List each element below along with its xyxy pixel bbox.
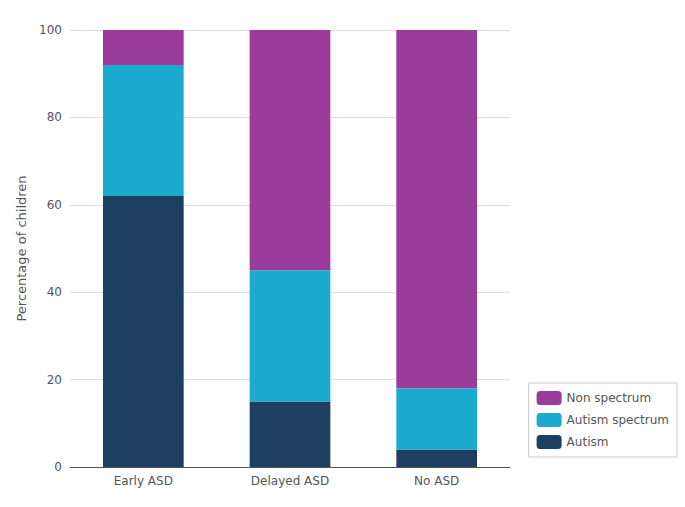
svg-text:60: 60 bbox=[47, 198, 62, 212]
svg-text:0: 0 bbox=[54, 460, 62, 474]
svg-text:Autism: Autism bbox=[567, 435, 609, 449]
svg-text:Percentage of children: Percentage of children bbox=[14, 175, 29, 321]
svg-text:Autism spectrum: Autism spectrum bbox=[567, 413, 669, 427]
svg-text:40: 40 bbox=[47, 285, 62, 299]
svg-text:20: 20 bbox=[47, 373, 62, 387]
svg-text:Early ASD: Early ASD bbox=[114, 474, 173, 488]
svg-text:Delayed ASD: Delayed ASD bbox=[251, 474, 329, 488]
svg-text:Non spectrum: Non spectrum bbox=[567, 391, 652, 405]
svg-text:80: 80 bbox=[47, 110, 62, 124]
svg-text:No ASD: No ASD bbox=[414, 474, 459, 488]
svg-text:100: 100 bbox=[39, 23, 62, 37]
